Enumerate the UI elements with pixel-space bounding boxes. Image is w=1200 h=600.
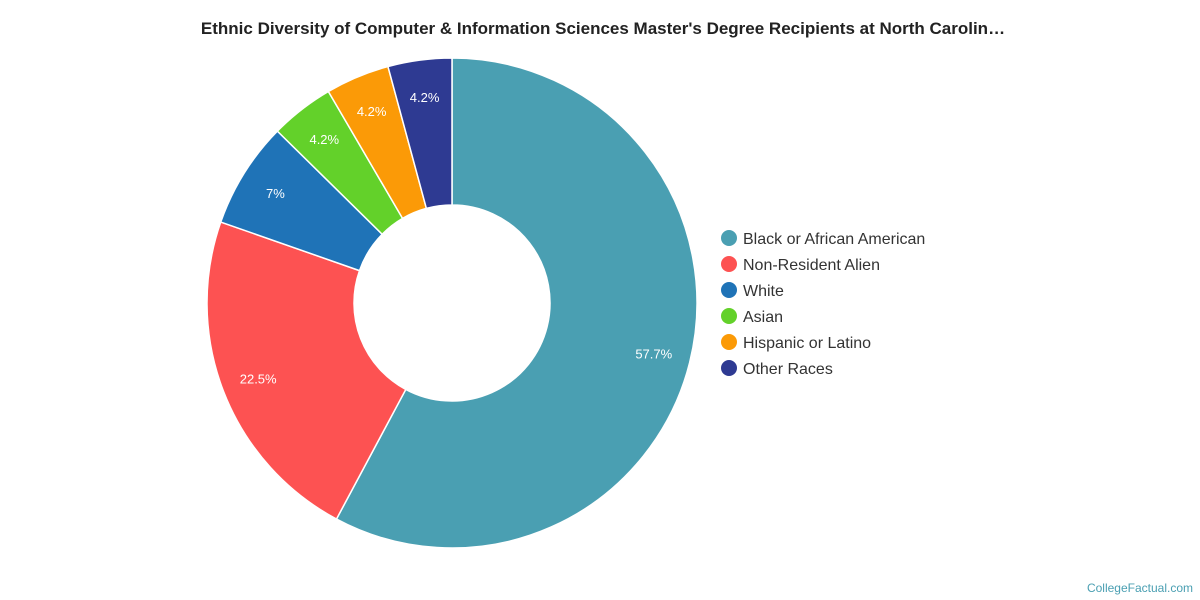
- legend-label: Other Races: [743, 361, 833, 378]
- legend-item-non-resident-alien[interactable]: Non-Resident Alien: [721, 256, 880, 274]
- slice-other-races[interactable]: [387, 57, 453, 210]
- legend-label: Asian: [743, 309, 783, 326]
- slices-group: [206, 57, 698, 549]
- legend: Black or African American Non-Resident Al…: [721, 230, 925, 378]
- legend-item-asian[interactable]: Asian: [721, 308, 783, 326]
- legend-marker: [721, 282, 737, 298]
- slice-label-white: 7%: [266, 186, 285, 201]
- slice-label-non-resident-alien: 22.5%: [240, 371, 277, 386]
- legend-item-hispanic-or-latino[interactable]: Hispanic or Latino: [721, 334, 871, 352]
- slice-black-or-african-american[interactable]: [335, 57, 698, 549]
- legend-label: Black or African American: [743, 231, 925, 248]
- legend-marker: [721, 334, 737, 350]
- slice-label-asian: 4.2%: [309, 132, 339, 147]
- slice-labels-group: 57.7% 22.5% 7% 4.2% 4.2% 4.2%: [240, 90, 673, 387]
- legend-marker: [721, 230, 737, 246]
- legend-label: White: [743, 283, 784, 300]
- legend-label: Non-Resident Alien: [743, 257, 880, 274]
- chart-title: Ethnic Diversity of Computer & Informati…: [201, 19, 1005, 38]
- slice-label-black-or-african-american: 57.7%: [635, 347, 672, 362]
- credit-link[interactable]: CollegeFactual.com: [1087, 581, 1193, 595]
- legend-marker: [721, 256, 737, 272]
- legend-label: Hispanic or Latino: [743, 335, 871, 352]
- slice-label-other-races: 4.2%: [410, 90, 440, 105]
- legend-item-other-races[interactable]: Other Races: [721, 360, 833, 378]
- slice-non-resident-alien[interactable]: [206, 221, 407, 521]
- legend-marker: [721, 360, 737, 376]
- legend-item-white[interactable]: White: [721, 282, 784, 300]
- legend-item-black-or-african-american[interactable]: Black or African American: [721, 230, 925, 248]
- legend-marker: [721, 308, 737, 324]
- slice-label-hispanic-or-latino: 4.2%: [357, 104, 387, 119]
